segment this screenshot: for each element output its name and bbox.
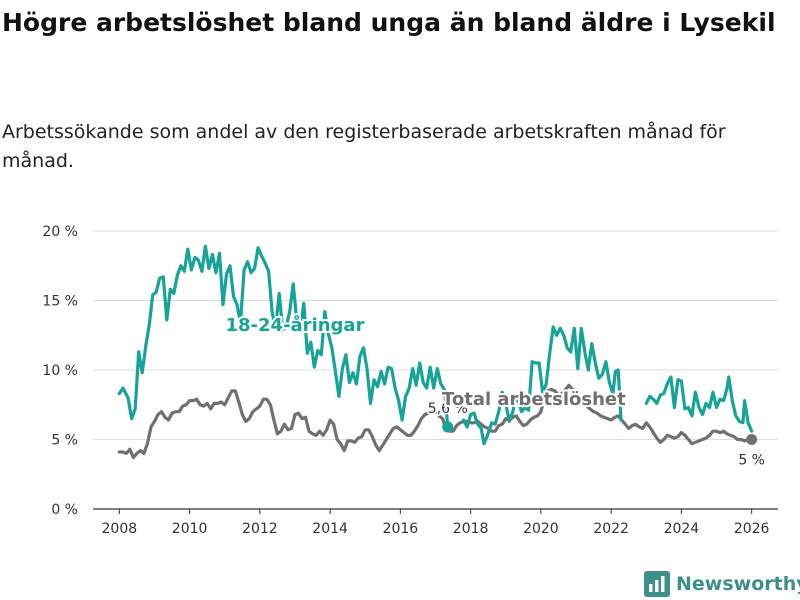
y-tick-label: 15 % xyxy=(42,294,78,310)
x-tick-label: 2024 xyxy=(664,521,700,537)
x-tick-label: 2018 xyxy=(453,521,489,537)
series-annotation: Total arbetslöshet xyxy=(442,389,626,410)
brand: Newsworthy xyxy=(644,569,800,599)
brand-name: Newsworthy xyxy=(676,573,800,595)
y-axis: 0 % 5 % 10 % 15 % 20 % xyxy=(42,224,78,518)
end-point-total xyxy=(746,434,758,445)
y-tick-label: 10 % xyxy=(42,363,78,379)
chart-title: Högre arbetslöshet bland unga än bland ä… xyxy=(2,8,776,37)
x-tick-label: 2020 xyxy=(523,521,559,537)
x-tick-label: 2010 xyxy=(172,521,208,537)
end-label-total: 5 % xyxy=(738,453,765,469)
chart-subtitle: Arbetssökande som andel av den registerb… xyxy=(2,121,726,172)
series-line xyxy=(117,383,754,460)
newsworthy-logo-icon xyxy=(644,571,670,597)
series-layer xyxy=(117,244,758,460)
x-tick-label: 2008 xyxy=(102,521,138,537)
series-annotation: 18-24-åringar xyxy=(226,314,365,336)
series-line xyxy=(644,375,754,433)
x-tick-label: 2026 xyxy=(734,521,770,537)
end-label-young: 5,6 % xyxy=(428,401,468,417)
x-tick-label: 2012 xyxy=(242,521,278,537)
x-tick-label: 2016 xyxy=(383,521,419,537)
x-tick-label: 2014 xyxy=(312,521,348,537)
y-tick-label: 5 % xyxy=(51,433,78,449)
x-tick-label: 2022 xyxy=(593,521,629,537)
y-tick-label: 0 % xyxy=(51,502,78,518)
line-chart: 0 %5 %10 %15 %20 % 2008 2010 2012 2014 2016 2… xyxy=(42,224,778,537)
series-line xyxy=(117,244,450,429)
label-layer: 5,6 % 5 % 18-24-åringar Total arbetslöshet xyxy=(224,312,767,470)
end-point-young xyxy=(442,421,454,433)
x-axis: 2008 2010 2012 2014 2016 2018 2020 2022 2024 2026 xyxy=(102,509,770,537)
series-line xyxy=(462,325,623,446)
y-tick-label: 20 % xyxy=(42,224,78,240)
